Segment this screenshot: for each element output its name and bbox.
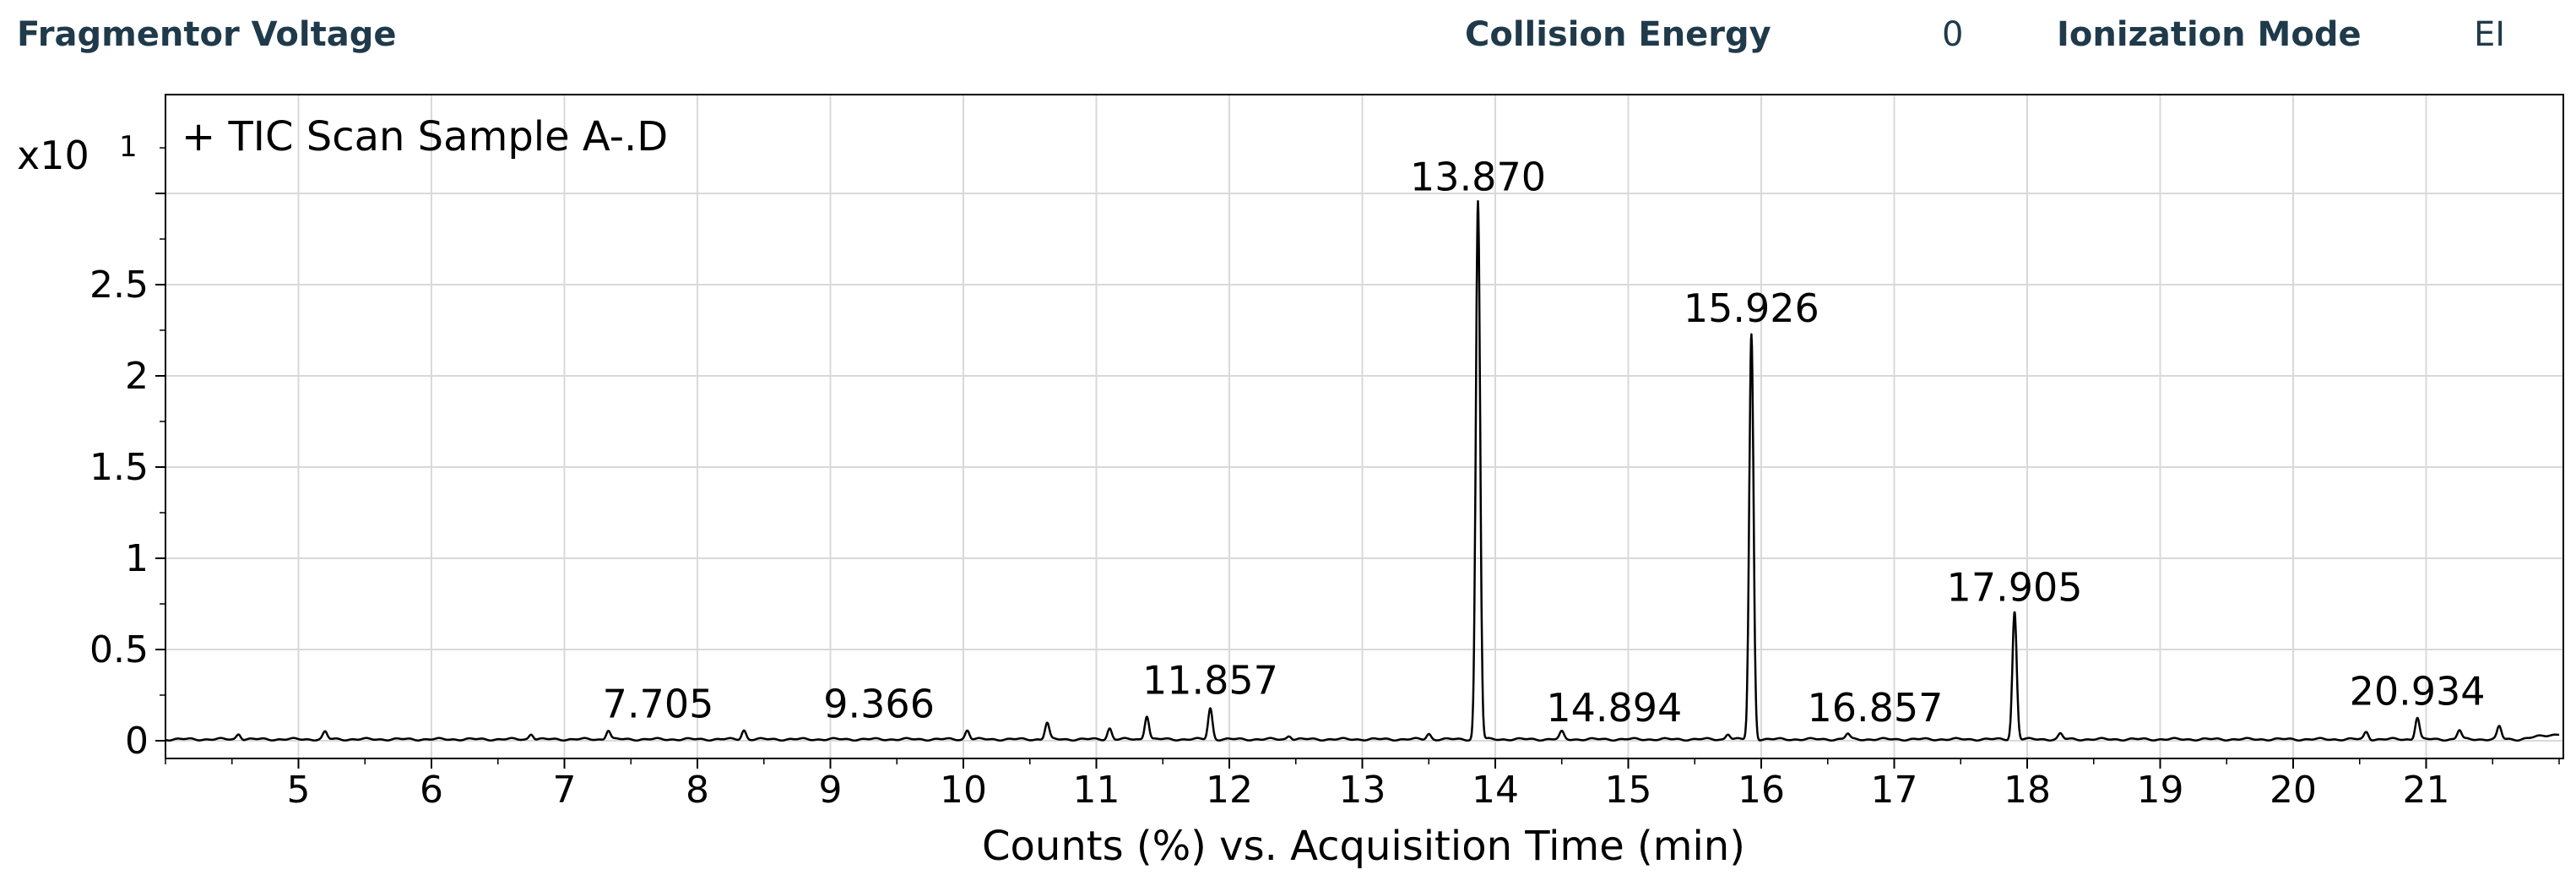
y-tick-label: 1 <box>125 537 149 580</box>
x-tick-label: 15 <box>1605 769 1652 812</box>
peak-label: 9.366 <box>823 682 935 727</box>
x-tick-label: 16 <box>1738 769 1785 812</box>
y-tick-label: 0.5 <box>89 628 149 671</box>
y-tick-label: 2 <box>125 355 149 398</box>
x-tick-label: 5 <box>287 769 311 812</box>
peak-label: 20.934 <box>2350 669 2486 715</box>
grid-lines <box>165 95 2563 758</box>
x-tick-label: 9 <box>819 769 843 812</box>
collision-energy-value: 0 <box>1942 15 1964 54</box>
x-tick-label: 13 <box>1339 769 1386 812</box>
collision-energy-label: Collision Energy <box>1465 15 1771 54</box>
y-tick-label: 1.5 <box>89 446 149 489</box>
chart-title: + TIC Scan Sample A-.D <box>182 113 668 160</box>
x-axis-label: Counts (%) vs. Acquisition Time (min) <box>982 823 1745 870</box>
ionization-mode-label: Ionization Mode <box>2057 15 2362 54</box>
y-multiplier-exponent: 1 <box>119 130 138 164</box>
x-tick-label: 21 <box>2403 769 2450 812</box>
tic-trace-line <box>165 199 2560 742</box>
ionization-mode-value: EI <box>2474 15 2506 54</box>
peak-label: 7.705 <box>603 682 714 727</box>
peak-label: 13.870 <box>1410 154 1546 199</box>
x-tick-label: 17 <box>1871 769 1918 812</box>
x-tick-label: 7 <box>553 769 577 812</box>
peak-label: 14.894 <box>1546 685 1682 731</box>
x-tick-label: 6 <box>420 769 443 812</box>
axis-ticks: 5 6 7 8 9 10 11 12 13 14 15 16 17 18 19 20 21 0 0.5 1 1.5 2 2.… <box>89 147 2560 812</box>
x-tick-label: 8 <box>686 769 709 812</box>
y-tick-label: 2.5 <box>89 264 149 307</box>
fragmentor-voltage-label: Fragmentor Voltage <box>17 15 397 54</box>
x-tick-label: 20 <box>2270 769 2317 812</box>
x-tick-label: 10 <box>940 769 987 812</box>
x-tick-label: 14 <box>1472 769 1519 812</box>
peak-label: 16.857 <box>1807 685 1943 731</box>
x-tick-label: 11 <box>1073 769 1120 812</box>
y-multiplier-label: x10 <box>17 133 89 178</box>
y-tick-label: 0 <box>125 720 149 763</box>
x-tick-label: 19 <box>2137 769 2184 812</box>
peak-label: 17.905 <box>1947 564 2083 610</box>
plot-frame <box>165 94 2564 759</box>
peak-annotations: 7.705 9.366 11.857 13.870 14.894 15.926 16.857… <box>603 154 2486 731</box>
x-tick-label: 18 <box>2004 769 2051 812</box>
peak-label: 15.926 <box>1684 285 1819 331</box>
x-tick-label: 12 <box>1206 769 1253 812</box>
peak-label: 11.857 <box>1142 658 1278 704</box>
